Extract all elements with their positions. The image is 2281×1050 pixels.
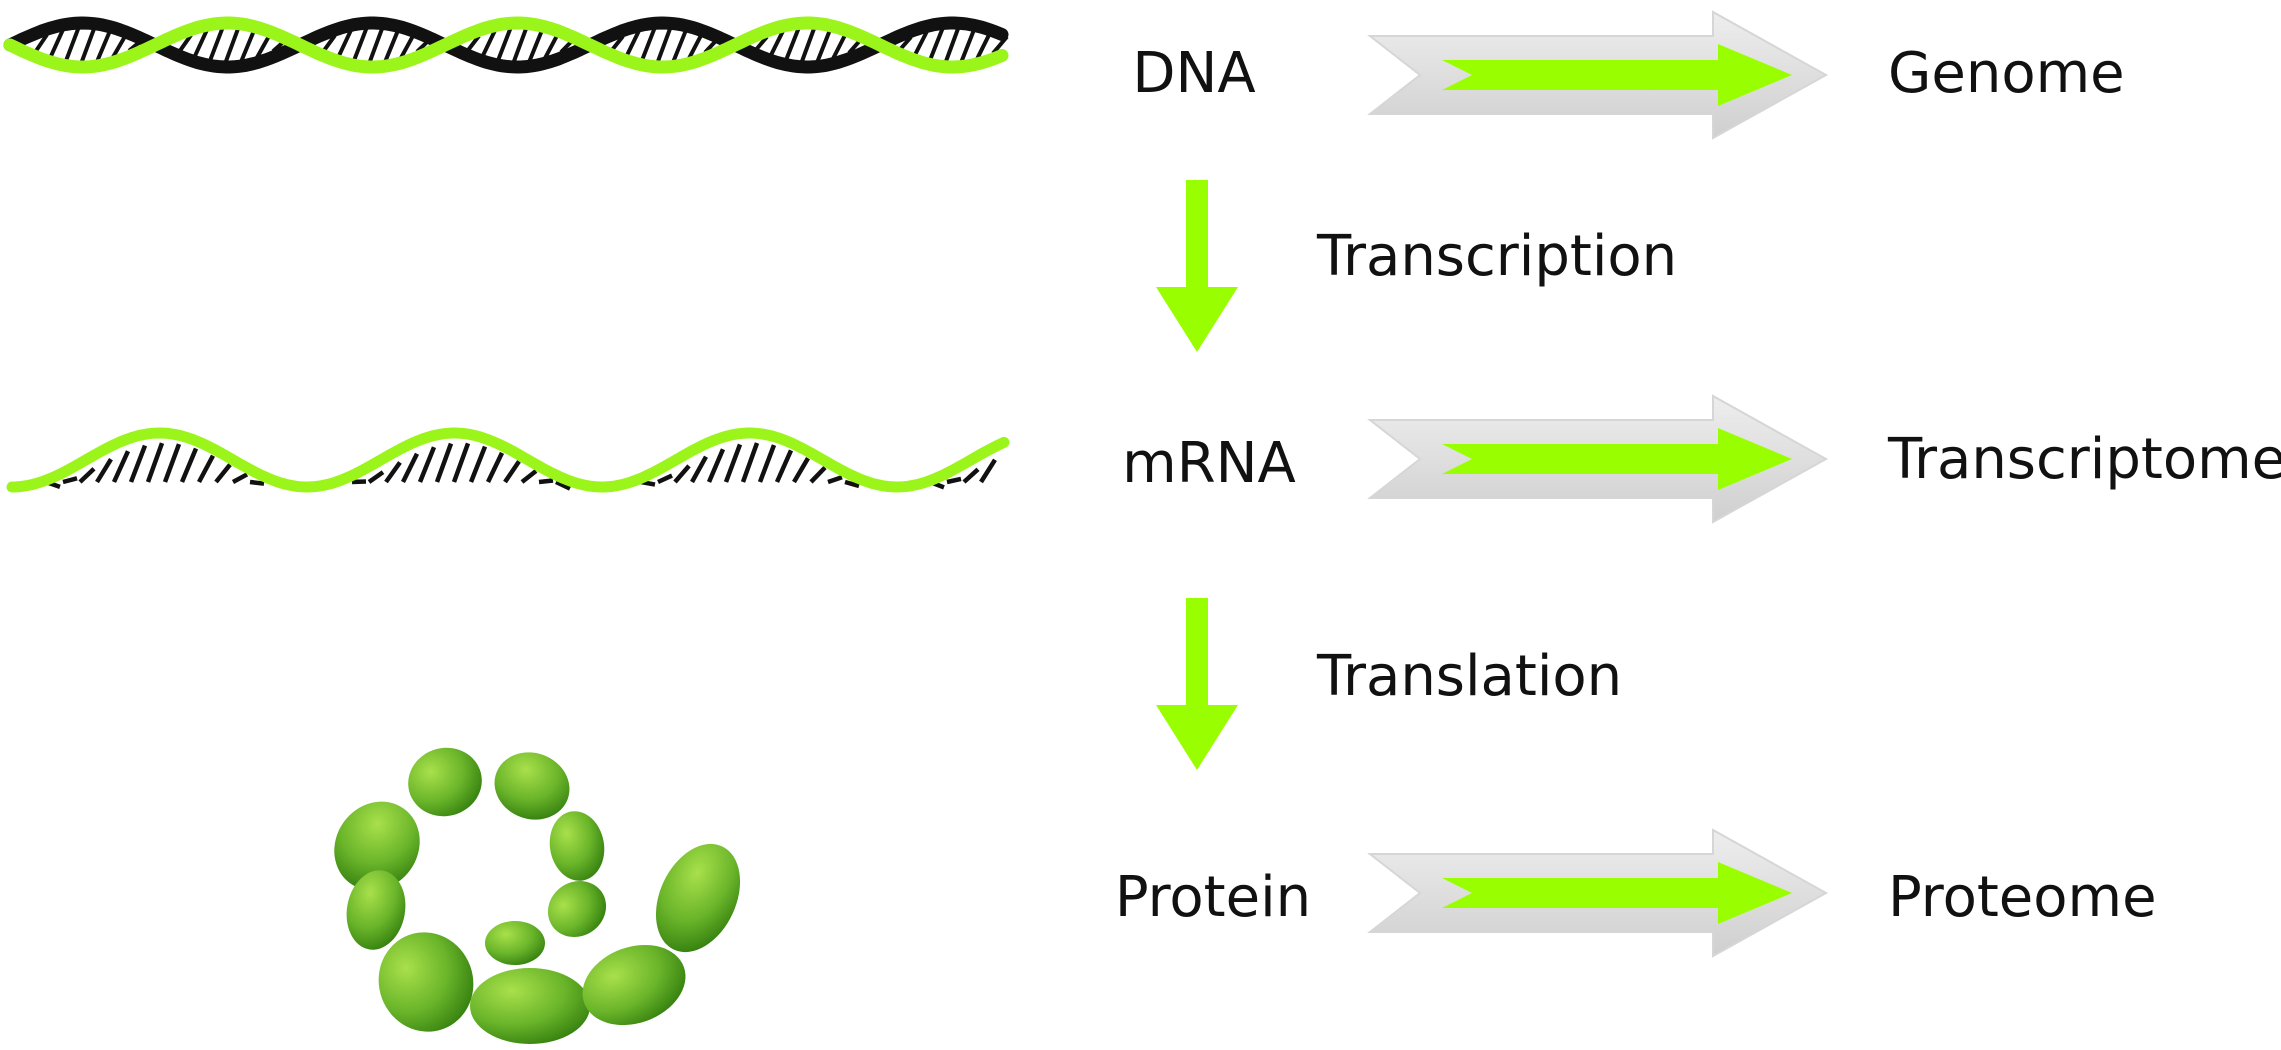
dna-label: DNA: [1132, 41, 1255, 106]
mrna-base: [673, 464, 691, 484]
mrna-to-transcriptome-arrow-icon: [1367, 394, 1829, 524]
mrna-base: [249, 479, 265, 486]
dna-helix-icon: [3, 16, 1009, 74]
mrna-base: [690, 455, 708, 484]
mrna-base: [197, 454, 215, 484]
protein-bead: [378, 932, 474, 1032]
transcription-arrow-icon: [1156, 180, 1238, 352]
mrna-base: [62, 476, 78, 485]
dna-base-pair: [79, 25, 97, 65]
dna-base-pair: [367, 25, 385, 65]
mrna-label: mRNA: [1122, 431, 1296, 496]
mrna-base: [145, 442, 165, 483]
protein-bead: [494, 752, 570, 820]
dna-base-pair: [527, 26, 545, 64]
dna-base-pair: [783, 26, 801, 64]
mrna-base: [809, 465, 827, 484]
mrna-base: [979, 458, 997, 484]
mrna-strand-green: [6, 427, 1010, 493]
mrna-base: [384, 461, 402, 484]
protein-bead: [582, 944, 686, 1026]
mrna-base: [520, 469, 538, 484]
dna-base-pair: [63, 25, 81, 65]
protein-bead: [655, 843, 741, 953]
protein-chain-icon: [334, 747, 741, 1044]
proteome-label: Proteome: [1888, 865, 2157, 930]
mrna-base: [503, 460, 521, 484]
mrna-base: [400, 452, 420, 484]
protein-bead: [346, 870, 406, 950]
mrna-base: [706, 448, 726, 483]
transcription-label: Transcription: [1316, 224, 1677, 289]
protein-bead: [485, 921, 545, 965]
dna-to-genome-arrow-icon: [1367, 10, 1829, 140]
protein-bead: [334, 801, 420, 891]
mrna-base: [946, 476, 962, 485]
mrna-base: [757, 444, 777, 483]
dna-base-pair: [799, 25, 817, 65]
dna-base-pair: [383, 27, 401, 63]
mrna-base: [555, 479, 571, 491]
mrna-bases: [45, 442, 997, 491]
dna-base-pair: [351, 26, 369, 64]
dna-strand-black: [3, 16, 1009, 74]
dna-base-pair: [511, 25, 529, 65]
dna-base-pair: [95, 27, 113, 63]
genome-label: Genome: [1888, 41, 2125, 106]
mrna-base: [95, 458, 113, 484]
mrna-base: [367, 470, 385, 484]
protein-bead: [470, 968, 590, 1044]
mrna-base: [162, 443, 182, 483]
dna-base-pair: [959, 26, 977, 64]
mrna-base: [657, 473, 673, 485]
mrna-strand-icon: [6, 427, 1010, 493]
dna-base-pair: [239, 27, 257, 63]
mrna-base: [468, 445, 488, 483]
dna-base-pair: [927, 26, 945, 64]
dna-base-pair: [47, 28, 65, 62]
mrna-base: [111, 450, 131, 483]
transcriptome-label: Transcriptome: [1887, 427, 2281, 492]
mrna-base: [827, 475, 843, 485]
dna-base-pair: [655, 25, 673, 65]
mrna-base: [434, 442, 454, 483]
dna-strand-green: [3, 16, 1009, 74]
mrna-base: [451, 442, 471, 483]
dna-base-pair: [207, 25, 225, 65]
translation-label: Translation: [1316, 644, 1622, 709]
mrna-base: [962, 467, 980, 484]
mrna-base: [538, 478, 554, 485]
mrna-base: [792, 457, 810, 484]
mrna-base: [417, 446, 437, 483]
mrna-base: [740, 442, 760, 483]
mrna-base: [723, 443, 743, 483]
dna-base-pair: [671, 26, 689, 64]
mrna-base: [214, 463, 232, 484]
dna-base-pair: [815, 26, 833, 64]
mrna-base: [774, 449, 794, 483]
mrna-base: [179, 447, 199, 483]
mrna-base: [844, 479, 860, 489]
protein-to-proteome-arrow-icon: [1367, 828, 1829, 958]
mrna-base: [485, 451, 505, 483]
protein-bead: [549, 811, 605, 881]
protein-bead: [547, 880, 607, 938]
dna-base-pair: [639, 26, 657, 64]
protein-label: Protein: [1115, 865, 1311, 930]
mrna-base: [128, 444, 148, 483]
mrna-base: [78, 467, 96, 484]
mrna-base: [231, 472, 249, 484]
dna-base-pair: [223, 25, 241, 65]
protein-bead: [408, 747, 482, 817]
translation-arrow-icon: [1156, 598, 1238, 770]
dna-base-pair: [495, 26, 513, 64]
dna-base-pair: [943, 25, 961, 65]
